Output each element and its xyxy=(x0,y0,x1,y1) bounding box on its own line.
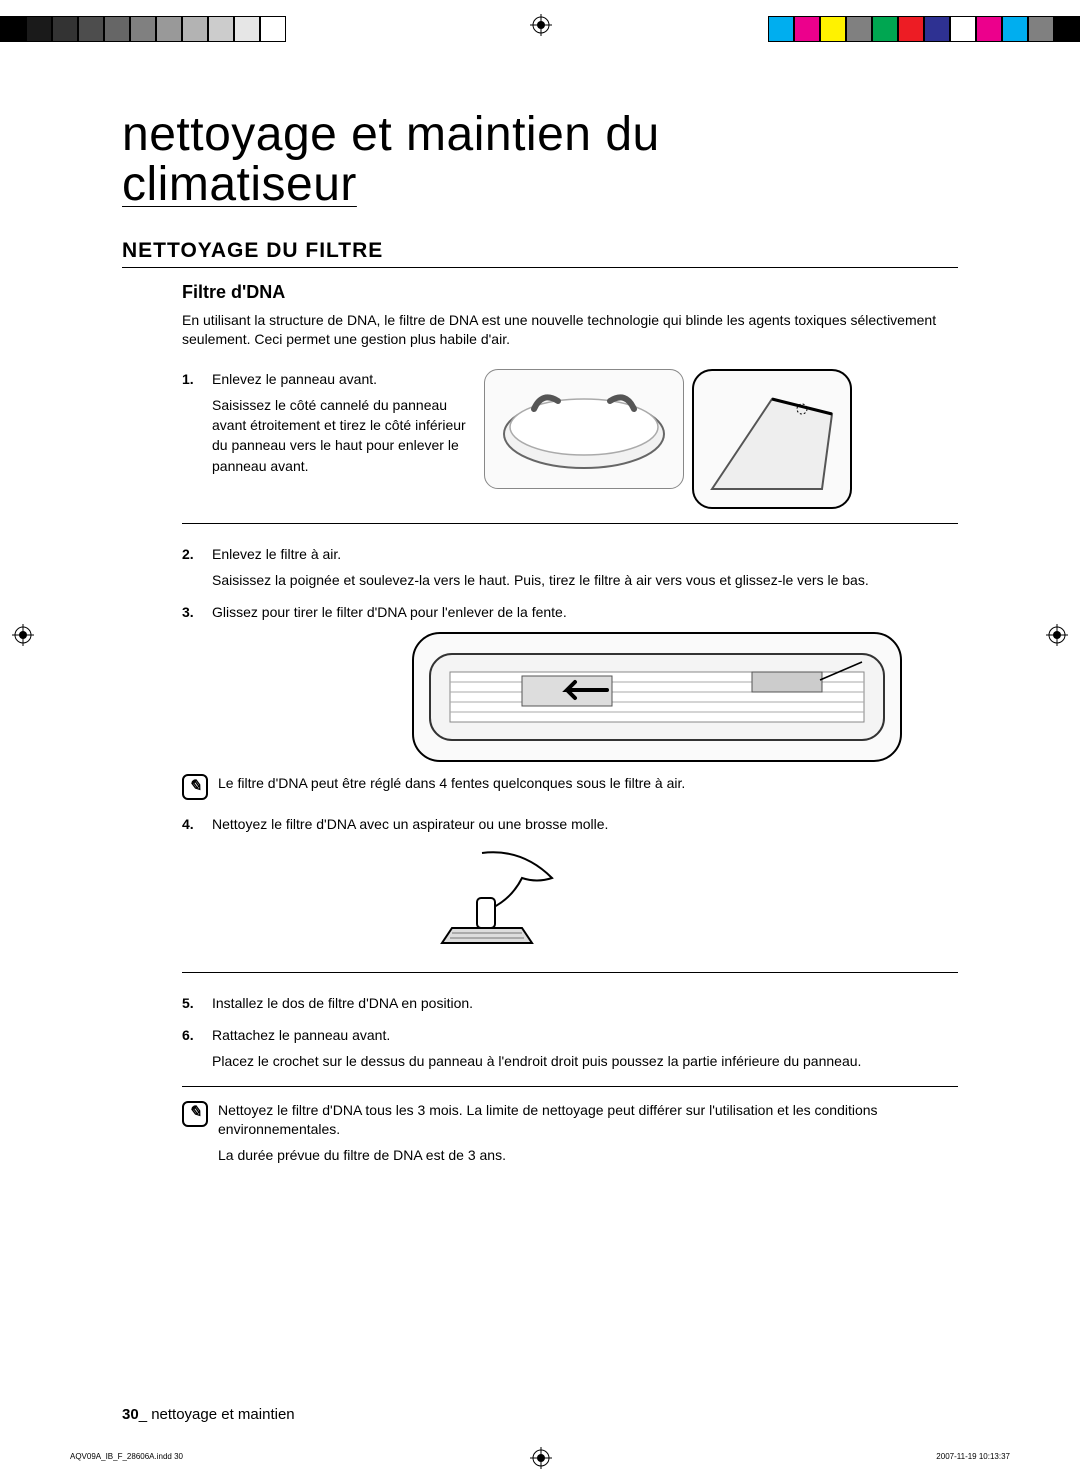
step-3: Glissez pour tirer le filter d'DNA pour … xyxy=(182,602,958,762)
step-4: Nettoyez le filtre d'DNA avec un aspirat… xyxy=(182,814,958,957)
note-2: ✎ Nettoyez le filtre d'DNA tous les 3 mo… xyxy=(182,1101,958,1172)
steps-list-cont3: Installez le dos de filtre d'DNA en posi… xyxy=(182,993,958,1072)
page-content: nettoyage et maintien du climatiseur NET… xyxy=(122,110,958,1171)
note-icon: ✎ xyxy=(182,1101,208,1127)
chapter-title-line2: climatiseur xyxy=(122,158,357,211)
registration-mark-icon xyxy=(530,1447,552,1469)
note-icon: ✎ xyxy=(182,774,208,800)
step-5: Installez le dos de filtre d'DNA en posi… xyxy=(182,993,958,1013)
step-body: Saisissez le côté cannelé du panneau ava… xyxy=(212,395,472,476)
divider xyxy=(182,972,958,973)
note-text: Le filtre d'DNA peut être réglé dans 4 f… xyxy=(218,774,958,794)
step-title: Glissez pour tirer le filter d'DNA pour … xyxy=(212,602,958,622)
steps-list-cont: Enlevez le filtre à air. Saisissez la po… xyxy=(182,544,958,763)
step-title: Rattachez le panneau avant. xyxy=(212,1025,958,1045)
step-title: Enlevez le panneau avant. xyxy=(212,369,472,389)
figure-brush xyxy=(422,843,572,958)
step-body: Saisissez la poignée et soulevez-la vers… xyxy=(212,570,958,590)
registration-mark-icon xyxy=(12,624,34,646)
step-1: Enlevez le panneau avant. Saisissez le c… xyxy=(182,369,958,509)
chapter-title-line1: nettoyage et maintien du xyxy=(122,108,660,161)
note-text: La durée prévue du filtre de DNA est de … xyxy=(218,1146,958,1166)
intro-paragraph: En utilisant la structure de DNA, le fil… xyxy=(182,311,958,349)
figure-unit-open xyxy=(412,632,902,762)
page-number: 30 xyxy=(122,1406,139,1423)
divider xyxy=(182,1086,958,1087)
figure-panel-remove xyxy=(484,369,684,489)
print-slug-left: AQV09A_IB_F_28606A.indd 30 xyxy=(70,1452,183,1461)
step-title: Nettoyez le filtre d'DNA avec un aspirat… xyxy=(212,814,958,834)
registration-mark-icon xyxy=(1046,624,1068,646)
step-6: Rattachez le panneau avant. Placez le cr… xyxy=(182,1025,958,1072)
print-slug-right: 2007-11-19 10:13:37 xyxy=(936,1452,1010,1461)
steps-list-cont2: Nettoyez le filtre d'DNA avec un aspirat… xyxy=(182,814,958,957)
step-2: Enlevez le filtre à air. Saisissez la po… xyxy=(182,544,958,591)
section-heading: NETTOYAGE DU FILTRE xyxy=(122,239,958,268)
page-footer: 30_ nettoyage et maintien xyxy=(122,1406,295,1423)
steps-list: Enlevez le panneau avant. Saisissez le c… xyxy=(182,369,958,509)
sub-heading: Filtre d'DNA xyxy=(182,282,958,303)
note-text: Nettoyez le filtre d'DNA tous les 3 mois… xyxy=(218,1101,958,1140)
step-body: Placez le crochet sur le dessus du panne… xyxy=(212,1051,958,1071)
figure-panel-detail xyxy=(692,369,852,509)
footer-text: _ nettoyage et maintien xyxy=(139,1406,295,1423)
step-title: Enlevez le filtre à air. xyxy=(212,544,958,564)
note-1: ✎ Le filtre d'DNA peut être réglé dans 4… xyxy=(182,774,958,800)
chapter-title: nettoyage et maintien du climatiseur xyxy=(122,110,958,211)
step-title: Installez le dos de filtre d'DNA en posi… xyxy=(212,993,958,1013)
divider xyxy=(182,523,958,524)
registration-mark-icon xyxy=(530,14,552,36)
